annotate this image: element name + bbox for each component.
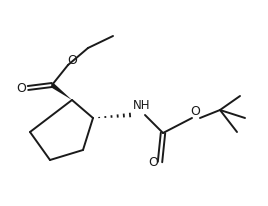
Text: O: O: [190, 104, 200, 117]
Text: NH: NH: [133, 99, 151, 112]
Text: O: O: [16, 82, 26, 95]
Text: O: O: [67, 54, 77, 67]
Polygon shape: [50, 83, 72, 100]
Text: O: O: [148, 156, 158, 169]
